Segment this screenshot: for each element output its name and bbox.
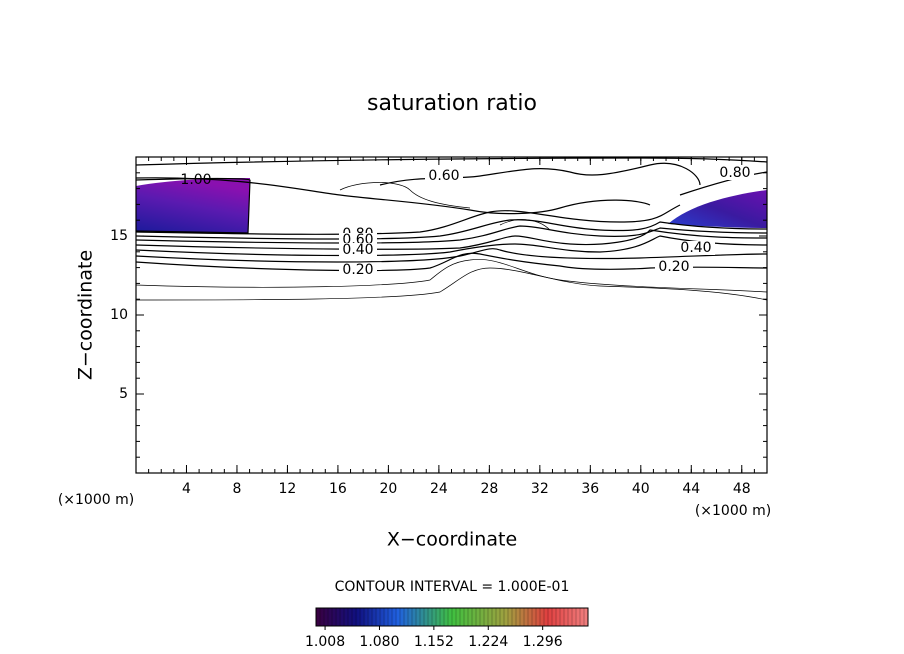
x-tick-label: 12 — [279, 481, 297, 497]
x-tick-label: 40 — [632, 481, 650, 497]
contour-label: 0.60 — [428, 168, 459, 184]
x-tick-label: 24 — [430, 481, 448, 497]
x-tick-label: 4 — [182, 481, 191, 497]
contour-label: 0.40 — [342, 242, 373, 258]
contour-label: 0.80 — [719, 165, 750, 181]
colorbar-tick-label: 1.296 — [523, 634, 563, 650]
x-tick-label: 44 — [682, 481, 700, 497]
contour-label: 0.40 — [680, 240, 711, 256]
y-axis-label: Z−coordinate — [75, 250, 97, 380]
contour — [135, 248, 768, 263]
chart-title: saturation ratio — [367, 91, 537, 116]
contour — [135, 267, 768, 301]
x-unit-label: (×1000 m) — [58, 492, 134, 508]
x-unit-label: (×1000 m) — [695, 503, 771, 519]
contour — [135, 204, 681, 235]
contour — [135, 157, 768, 166]
contour-label: 0.20 — [342, 262, 373, 278]
x-tick-label: 36 — [581, 481, 599, 497]
contour-interval: CONTOUR INTERVAL = 1.000E-01 — [335, 579, 570, 595]
x-tick-label: 48 — [733, 481, 751, 497]
contour-label-bg — [425, 169, 463, 183]
contour — [339, 182, 551, 231]
x-tick-label: 8 — [232, 481, 241, 497]
colorbar-tick-label: 1.152 — [414, 634, 454, 650]
contour-label: 1.00 — [180, 172, 211, 188]
contour — [135, 235, 768, 257]
contour-label-bg — [339, 243, 377, 257]
contour-label-bg — [716, 166, 754, 180]
y-tick-label: 5 — [119, 386, 128, 402]
region — [668, 190, 767, 228]
y-tick-label: 10 — [110, 307, 128, 323]
contour — [135, 177, 251, 234]
x-tick-label: 32 — [531, 481, 549, 497]
contour-label-bg — [655, 260, 693, 274]
filled-regions — [136, 178, 767, 233]
contour-label-bg — [677, 241, 715, 255]
contour — [135, 259, 768, 293]
region — [136, 178, 250, 233]
contour-label: 0.20 — [658, 259, 689, 275]
x-axis-label: X−coordinate — [387, 529, 517, 551]
x-tick-label: 16 — [329, 481, 347, 497]
colorbar-tick-label: 1.080 — [359, 634, 399, 650]
contour-label-bg — [339, 263, 377, 277]
x-tick-label: 20 — [379, 481, 397, 497]
colorbar-tick-label: 1.008 — [305, 634, 345, 650]
y-tick-label: 15 — [110, 228, 128, 244]
contour — [135, 171, 768, 215]
colorbar-tick-label: 1.224 — [468, 634, 508, 650]
x-tick-label: 28 — [480, 481, 498, 497]
